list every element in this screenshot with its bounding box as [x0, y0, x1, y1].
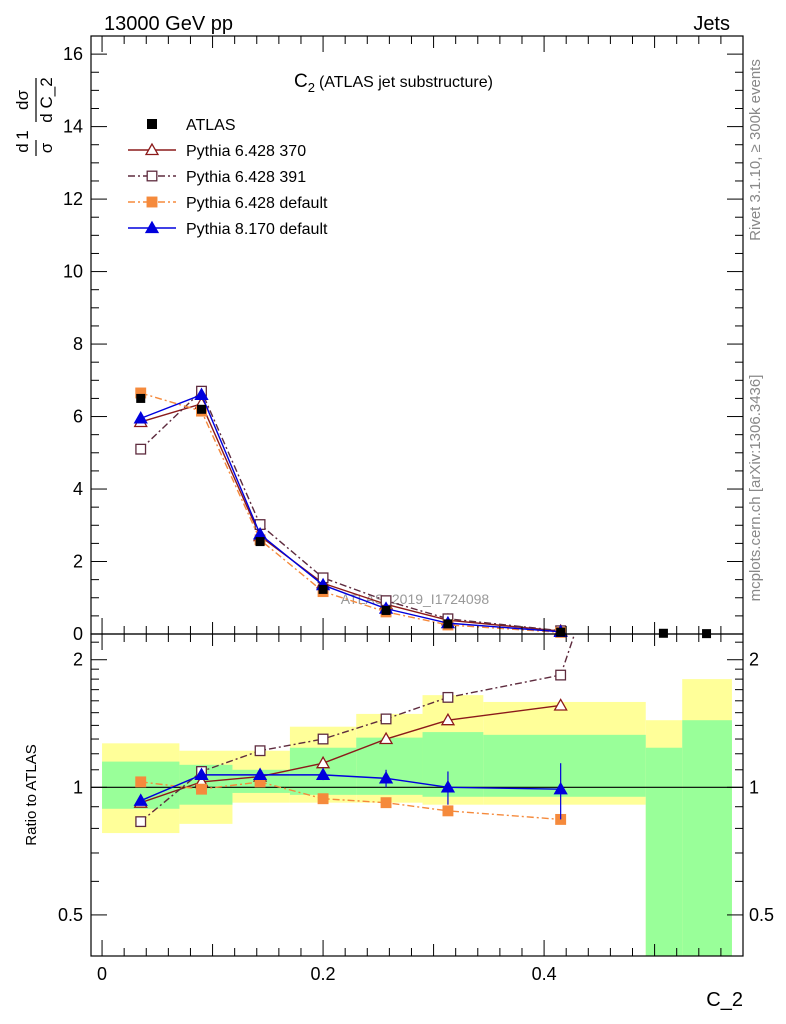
ratio-point-pythia-6-428-370	[553, 698, 568, 711]
data-point-atlas	[197, 404, 207, 414]
ratio-tick-label-right: 0.5	[749, 905, 774, 925]
ratio-point-pythia-8-170-default	[315, 767, 331, 781]
ylabel-sigma1: σ	[37, 142, 56, 153]
legend-label: Pythia 8.170 default	[186, 221, 328, 238]
y-tick-label: 14	[63, 117, 83, 137]
data-point-atlas	[318, 584, 328, 594]
legend-marker	[144, 220, 160, 234]
legend-marker	[146, 196, 158, 208]
legend-entry: ATLAS	[147, 117, 236, 134]
x-tick-label: 0	[97, 964, 107, 984]
ratio-point-pythia-8-170-default	[252, 767, 268, 781]
ratio-point-pythia-6-428-default	[135, 776, 147, 788]
legend-marker	[146, 170, 158, 182]
ratio-point-pythia-6-428-370	[378, 731, 394, 745]
ratio-point-pythia-6-428-391	[317, 733, 329, 745]
y-tick-label: 8	[73, 334, 83, 354]
chart-title-main: C	[294, 71, 308, 92]
ratio-point-pythia-8-170-default	[378, 771, 394, 784]
ratio-y-axis-label: Ratio to ATLAS	[23, 744, 40, 845]
ratio-point-pythia-6-428-391	[442, 691, 454, 703]
header-process-label: Jets	[693, 13, 730, 35]
main-series-layer	[133, 385, 712, 639]
legend-label: Pythia 6.428 default	[186, 195, 328, 212]
ratio-point-pythia-6-428-391	[380, 713, 392, 725]
ratio-point-pythia-6-428-default	[317, 793, 329, 805]
ratio-tick-label: 1	[73, 777, 83, 797]
chart-title: C2 (ATLAS jet substructure)	[294, 71, 493, 95]
data-point-atlas	[658, 628, 668, 638]
ratio-tick-label-right: 1	[749, 777, 759, 797]
ratio-band-green	[422, 732, 484, 797]
ratio-tick-label: 2	[73, 650, 83, 670]
ratio-band-green	[356, 737, 423, 795]
ratio-point-pythia-6-428-default	[442, 805, 454, 817]
ratio-series-layer	[133, 634, 576, 828]
ratio-point-pythia-6-428-391	[135, 816, 147, 828]
chart-title-rest: (ATLAS jet substructure)	[319, 74, 493, 91]
ratio-tick-label-right: 2	[749, 650, 759, 670]
ylabel-d1: d	[13, 143, 32, 152]
legend-entry: Pythia 8.170 default	[128, 220, 328, 238]
legend-entry: Pythia 6.428 default	[128, 195, 328, 212]
data-point-atlas	[443, 619, 453, 629]
ratio-band-green	[483, 734, 646, 797]
main-point-pythia-8-170-default	[194, 387, 209, 400]
legend: ATLAS Pythia 6.428 370 Pythia 6.428 391 Pyt…	[128, 117, 328, 238]
ylabel-dc2: d C_2	[37, 77, 56, 122]
rivet-version-label: Rivet 3.1.10, ≥ 300k events	[747, 59, 764, 241]
ratio-frame: 0.5 0.5 1 1 2 2 0 0.2 0.4	[58, 633, 774, 984]
legend-marker	[144, 142, 160, 156]
y-tick-label: 10	[63, 262, 83, 282]
y-tick-label: 6	[73, 407, 83, 427]
y-tick-label: 4	[73, 479, 83, 499]
main-y-axis-label: d σ 1 dσ d C_2	[13, 77, 56, 156]
chart-title-sub: 2	[308, 80, 315, 95]
header-energy-label: 13000 GeV pp	[104, 13, 233, 35]
y-tick-label: 0	[73, 624, 83, 644]
ratio-point-pythia-6-428-default	[380, 797, 392, 809]
ratio-bands-layer	[91, 679, 743, 956]
mcplots-credit-label: mcplots.cern.ch [arXiv:1306.3436]	[747, 375, 764, 602]
legend-marker-atlas	[147, 119, 157, 129]
x-tick-label: 0.4	[532, 964, 557, 984]
legend-entry: Pythia 6.428 391	[128, 169, 306, 186]
data-point-atlas	[255, 537, 265, 547]
ylabel-dsigma: dσ	[13, 90, 32, 110]
x-axis-label: C_2	[706, 989, 743, 1011]
ratio-tick-label: 0.5	[58, 905, 83, 925]
ratio-point-pythia-6-428-391	[254, 745, 266, 757]
legend-entry: Pythia 6.428 370	[128, 142, 306, 160]
ylabel-one: 1	[13, 130, 32, 139]
ratio-point-pythia-8-170-default	[440, 780, 456, 793]
data-point-atlas	[381, 605, 391, 615]
ratio-plot-frame	[90, 633, 744, 957]
y-tick-label: 12	[63, 189, 83, 209]
ratio-band-green	[682, 720, 732, 956]
x-tick-label: 0.2	[311, 964, 336, 984]
legend-label: Pythia 6.428 370	[186, 143, 306, 160]
ratio-point-pythia-6-428-370	[440, 712, 456, 726]
ratio-point-pythia-8-170-default	[194, 767, 209, 781]
ratio-band-green	[645, 747, 683, 956]
main-point-pythia-8-170-default	[133, 411, 148, 424]
y-tick-label: 2	[73, 552, 83, 572]
analysis-watermark: ATLAS_2019_I1724098	[341, 591, 490, 607]
ratio-point-pythia-6-428-default	[196, 783, 207, 795]
legend-label: ATLAS	[186, 117, 236, 134]
ratio-point-pythia-6-428-391	[555, 669, 567, 681]
data-point-atlas	[556, 627, 566, 637]
legend-label: Pythia 6.428 391	[186, 169, 306, 186]
y-tick-label: 16	[63, 44, 83, 64]
ratio-point-pythia-8-170-default	[133, 793, 148, 806]
data-point-atlas	[136, 393, 146, 403]
ratio-point-pythia-8-170-default	[553, 781, 568, 795]
main-frame: 0 2 4 6 8 10 12 14 16	[63, 35, 744, 644]
main-point-pythia-6-428-391	[135, 443, 147, 455]
